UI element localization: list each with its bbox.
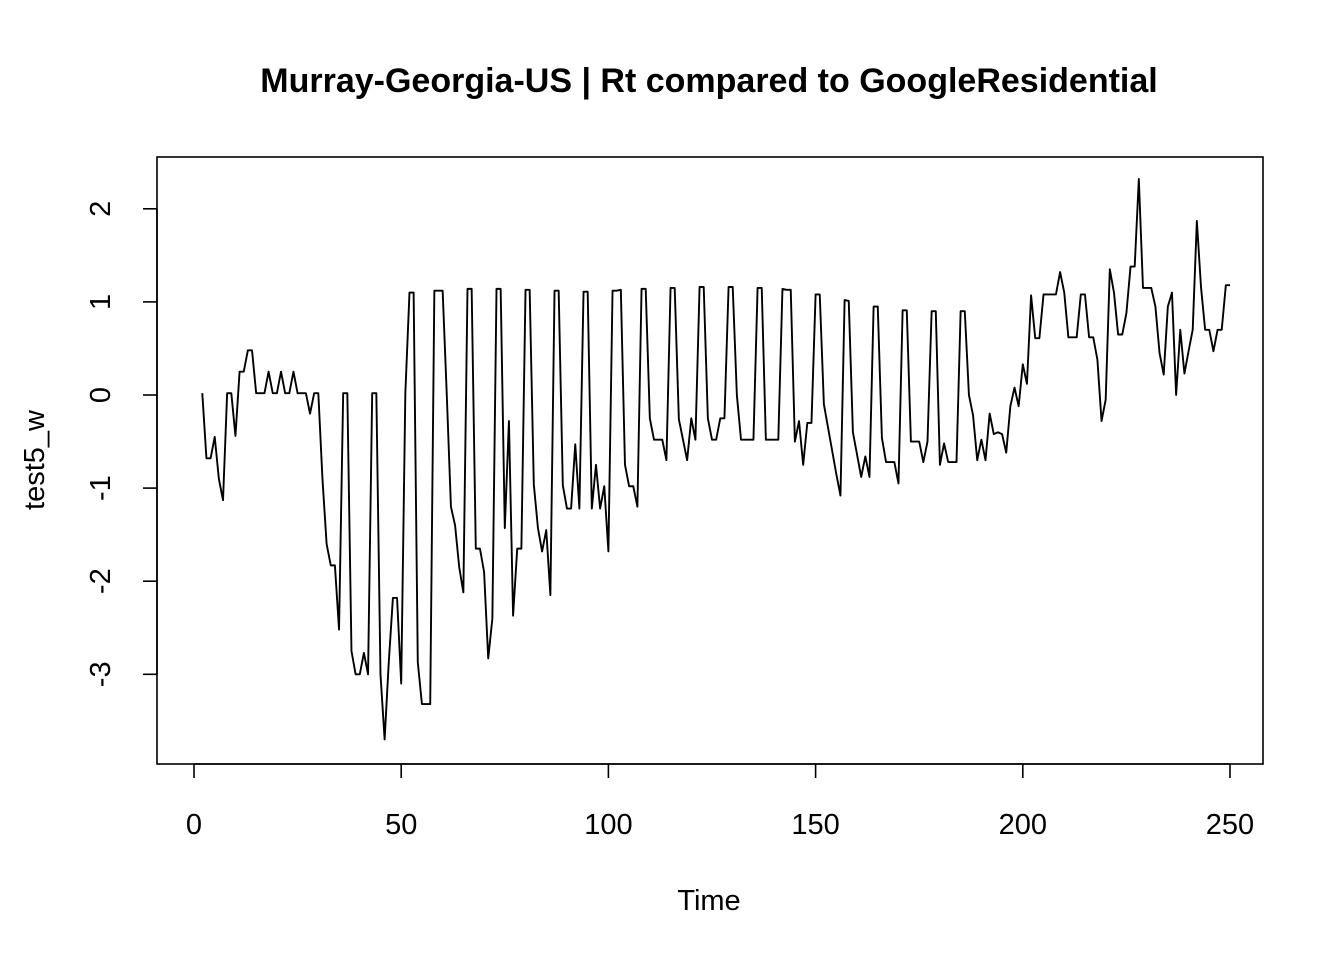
series-line [202,179,1230,739]
y-tick-label: 0 [85,387,117,403]
y-tick-label: -1 [85,475,117,501]
x-tick-label: 50 [385,809,417,841]
chart-title: Murray-Georgia-US | Rt compared to Googl… [260,62,1157,100]
y-tick-label: -2 [85,568,117,594]
y-axis: -3 -2 -1 0 1 2 [85,201,157,687]
x-tick-label: 100 [584,809,632,841]
y-tick-label: 1 [85,294,117,310]
series-layer [202,179,1230,739]
x-tick-label: 250 [1206,809,1254,841]
plot-frame [157,157,1263,764]
x-tick-label: 150 [791,809,839,841]
y-tick-label: -3 [85,661,117,687]
x-tick-label: 0 [186,809,202,841]
y-tick-label: 2 [85,201,117,217]
x-tick-label: 200 [999,809,1047,841]
x-axis-label: Time [677,885,740,917]
y-axis-label: test5_w [19,409,51,510]
x-axis: 0 50 100 150 200 250 [186,764,1254,841]
